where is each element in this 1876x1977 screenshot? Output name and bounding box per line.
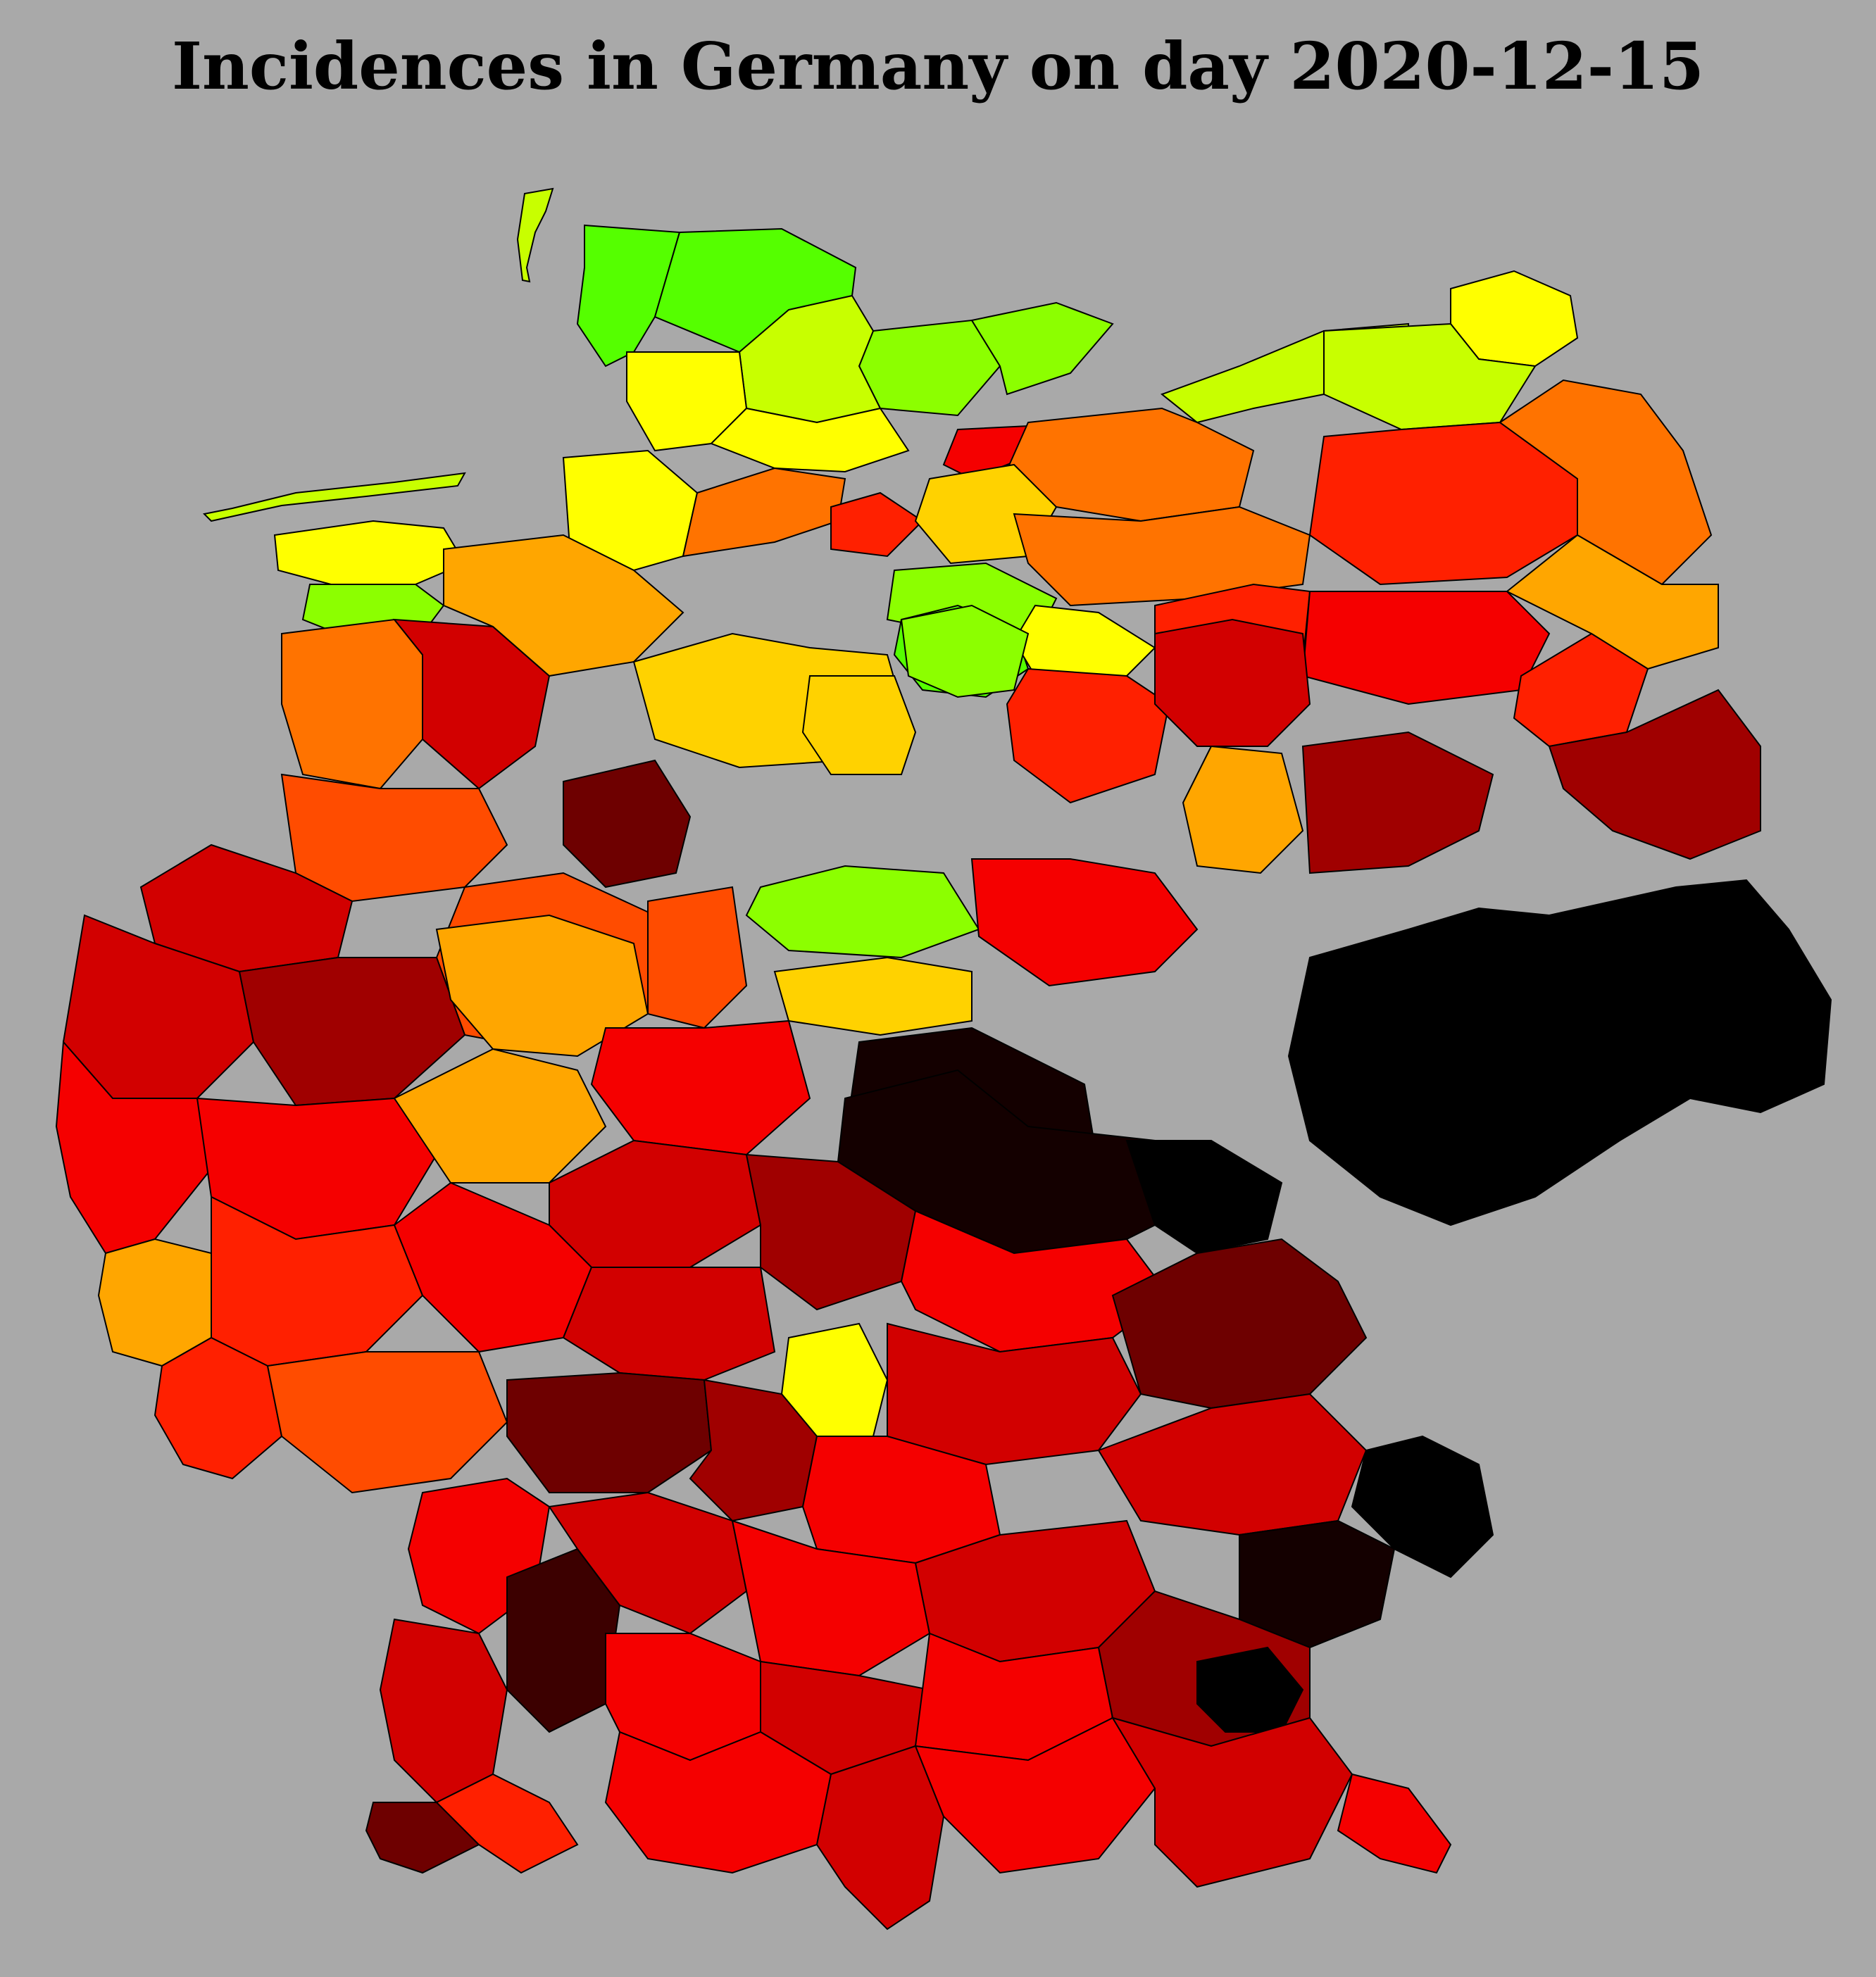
region-wuerzburg[interactable] [745,1153,917,1311]
region-taunus[interactable] [393,1048,607,1184]
region-eichsfeld[interactable] [773,956,973,1036]
region-stade[interactable] [682,467,846,558]
region-hamburg-south[interactable] [830,491,924,558]
region-luebeck[interactable] [942,425,1044,480]
region-saar[interactable] [154,1336,283,1480]
map-title: Incidences in Germany on day 2020-12-15 [172,28,1704,104]
region-goettingen[interactable] [801,675,917,775]
region-emsland[interactable] [281,618,423,790]
region-hof-bayreuth[interactable] [1125,1140,1283,1255]
region-uckermark[interactable] [1499,379,1713,586]
region-altmark[interactable] [1013,604,1156,677]
region-harz[interactable] [900,604,1030,698]
region-barnim[interactable] [1506,534,1719,670]
region-frankfurt[interactable] [549,1139,762,1268]
region-konstanz[interactable] [435,1773,579,1874]
region-berlin-north[interactable] [1301,591,1551,705]
region-paderborn[interactable] [563,759,692,889]
region-rosenheim[interactable] [1111,1716,1353,1888]
region-rendsburg[interactable] [710,407,910,473]
region-lausitz[interactable] [1301,731,1494,874]
region-dessau[interactable] [1182,745,1304,874]
region-frisia-islands[interactable] [202,472,466,522]
region-marburg[interactable] [647,886,748,1029]
region-cologne[interactable] [238,957,466,1107]
region-darmstadt[interactable] [562,1267,776,1381]
region-sylt[interactable] [516,187,554,283]
region-munich[interactable] [914,1716,1156,1874]
region-erfurt[interactable] [970,858,1199,987]
region-heilbronn[interactable] [689,1379,818,1522]
region-cham[interactable] [1351,1435,1494,1579]
region-stuttgart[interactable] [548,1491,748,1635]
region-leipzig[interactable] [1154,618,1311,747]
districts [55,224,1832,1931]
region-upper-palatinate[interactable] [1111,1238,1368,1410]
region-regensburg[interactable] [1097,1393,1368,1536]
region-allgaeu[interactable] [815,1745,945,1931]
region-vorpommern[interactable] [1323,322,1537,431]
region-saxony[interactable] [1287,879,1832,1226]
region-pfalz[interactable] [266,1351,508,1494]
region-kassel[interactable] [745,865,980,959]
region-ostfriesland[interactable] [273,520,466,585]
region-prignitz[interactable] [1013,506,1311,607]
region-ostalb[interactable] [731,1519,931,1677]
region-kiel-ploen[interactable] [970,301,1114,396]
region-schleswig-east[interactable] [858,319,1001,417]
region-fulda[interactable] [590,1019,811,1156]
region-mannheim[interactable] [506,1372,713,1493]
region-magdeburg[interactable] [1006,667,1170,804]
region-berchtesgaden[interactable] [1337,1773,1452,1874]
north-sea-islands [202,187,554,522]
region-brandenburg-se[interactable] [1548,689,1761,860]
region-freiburg[interactable] [379,1618,508,1804]
